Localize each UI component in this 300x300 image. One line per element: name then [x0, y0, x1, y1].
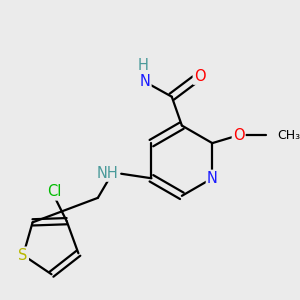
Text: O: O — [233, 128, 244, 143]
Text: Cl: Cl — [47, 184, 62, 200]
Text: N: N — [140, 74, 151, 89]
Text: N: N — [207, 171, 218, 186]
Text: S: S — [19, 248, 28, 263]
Text: NH: NH — [96, 166, 118, 181]
Text: O: O — [194, 69, 206, 84]
Text: CH₃: CH₃ — [277, 129, 300, 142]
Text: H: H — [137, 58, 148, 73]
